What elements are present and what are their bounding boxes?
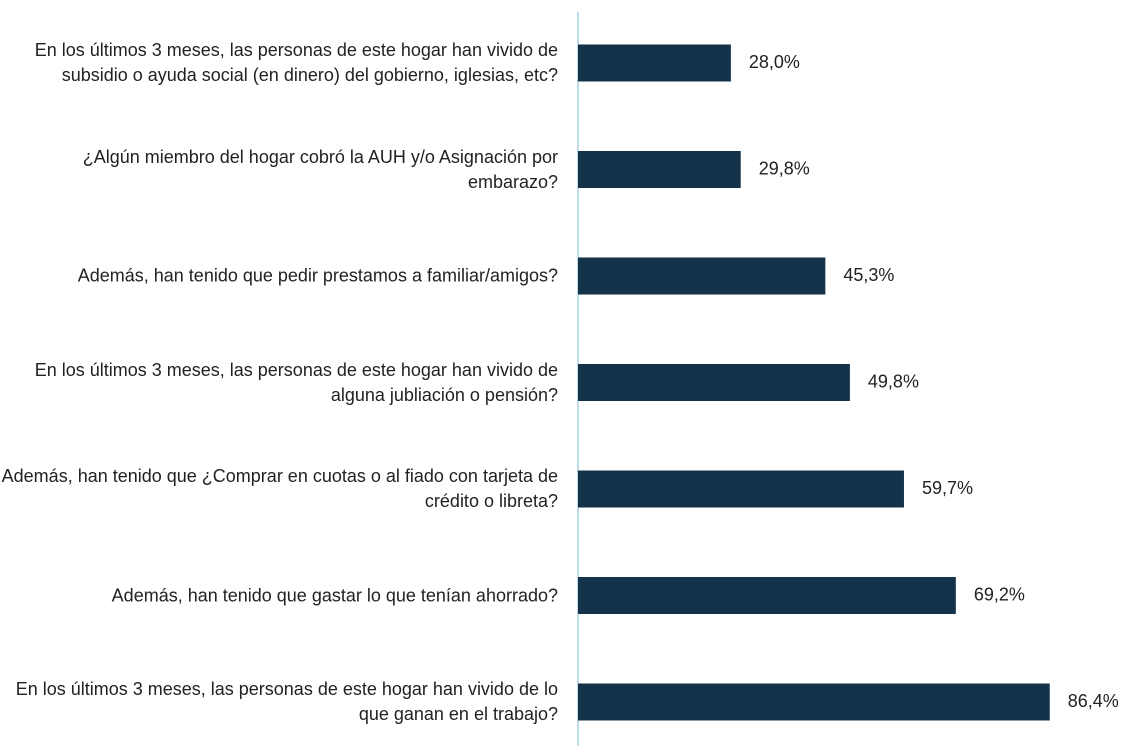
bar <box>578 577 956 614</box>
bar <box>578 683 1050 721</box>
bar <box>578 364 850 401</box>
value-label: 28,0% <box>749 52 800 72</box>
bar <box>578 44 731 82</box>
bar <box>578 257 826 295</box>
category-label: En los últimos 3 meses, las personas de … <box>15 679 558 724</box>
bar <box>578 151 741 188</box>
value-label: 49,8% <box>868 371 919 391</box>
category-label: En los últimos 3 meses, las personas de … <box>34 359 558 405</box>
bar <box>578 470 904 508</box>
category-label: Además, han tenido que gastar lo que ten… <box>111 585 558 605</box>
category-label: En los últimos 3 meses, las personas de … <box>34 40 558 85</box>
value-label: 29,8% <box>759 158 810 178</box>
category-label: ¿Algún miembro del hogar cobró la AUH y/… <box>82 146 558 192</box>
category-label: Además, han tenido que ¿Comprar en cuota… <box>1 466 558 511</box>
category-label: Además, han tenido que pedir prestamos a… <box>77 265 558 286</box>
value-label: 45,3% <box>843 265 894 285</box>
value-label: 59,7% <box>922 478 973 498</box>
value-label: 86,4% <box>1068 691 1119 711</box>
value-label: 69,2% <box>974 584 1025 604</box>
